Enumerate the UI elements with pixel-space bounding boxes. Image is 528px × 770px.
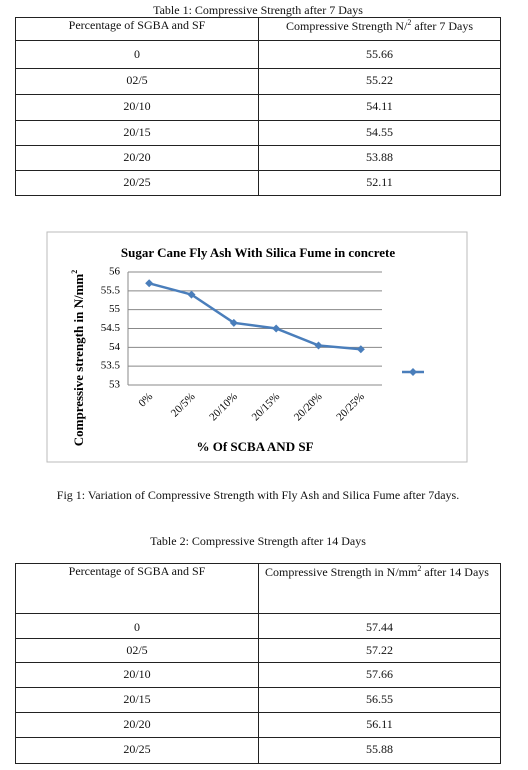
cell: 55.22 [258, 68, 501, 95]
cell-text: 20/25 [123, 742, 151, 756]
y-tick-label: 55 [109, 303, 121, 315]
data-point [145, 279, 154, 288]
header-text: 2 [407, 18, 412, 27]
header-row: Percentage of SGBA and SF Compressive Str… [15, 17, 501, 41]
row: 20/15 54.55 [15, 120, 501, 146]
row: 20/25 55.88 [15, 737, 501, 764]
cell-text: 57.22 [366, 643, 393, 657]
y-tick-label: 56 [109, 266, 121, 278]
data-point [272, 324, 281, 333]
header-text: 2 [417, 564, 422, 573]
cell-text: 55.66 [366, 47, 393, 61]
cell-text: 57.44 [366, 620, 393, 634]
cell: 20/25 [15, 737, 259, 764]
cell: 20/20 [15, 712, 259, 738]
cell-text: 0 [134, 620, 140, 634]
header-text: after 7 Days [411, 19, 473, 33]
cell: 54.55 [258, 120, 501, 146]
cell: 02/5 [15, 68, 259, 95]
cell: 0 [15, 613, 259, 639]
cell-text: 0 [134, 47, 140, 61]
y-axis-label: Compressive strength in N/mm2 [70, 270, 86, 447]
row: 20/15 56.55 [15, 687, 501, 713]
header-text: Percentage of SGBA and SF [68, 18, 206, 32]
chart: Sugar Cane Fly Ash With Silica Fume in c… [46, 231, 468, 463]
header-cell: Compressive Strength in N/mm2 after 14 D… [258, 563, 501, 614]
cell: 56.11 [258, 712, 501, 738]
row: 0 57.44 [15, 613, 501, 639]
table-caption: Table 2: Compressive Strength after 14 D… [150, 534, 366, 548]
y-tick-label: 54 [109, 341, 121, 353]
figure-caption: Fig 1: Variation of Compressive Strength… [56, 488, 460, 502]
legend-marker [409, 368, 417, 376]
cell: 57.66 [258, 662, 501, 688]
y-label-sup: 2 [70, 270, 79, 274]
cell-text: 55.22 [366, 73, 393, 87]
data-point [187, 290, 196, 299]
table: Percentage of SGBA and SF Compressive Str… [15, 17, 501, 196]
cell-text: 56.11 [366, 717, 393, 731]
cell-text: 20/10 [123, 667, 151, 681]
row: 20/25 52.11 [15, 170, 501, 196]
cell-text: 20/15 [123, 692, 151, 706]
header-cell: Compressive Strength N/2 after 7 Days [258, 17, 501, 41]
data-point [229, 318, 238, 327]
cell-text: 56.55 [366, 692, 393, 706]
header-cell: Percentage of SGBA and SF [15, 17, 259, 41]
cell-text: 02/5 [126, 643, 148, 657]
row: 20/10 57.66 [15, 662, 501, 688]
cell-text: 20/10 [123, 99, 151, 113]
cell: 20/25 [15, 170, 259, 196]
cell-text: 20/20 [123, 150, 151, 164]
y-tick-label: 53.5 [101, 360, 121, 372]
header-text: after 14 Days [421, 565, 489, 579]
chart-title: Sugar Cane Fly Ash With Silica Fume in c… [121, 245, 395, 260]
cell-text: 55.88 [366, 742, 393, 756]
series-line [148, 282, 361, 351]
header-row: Percentage of SGBA and SF Compressive Str… [15, 563, 501, 614]
row: 20/20 56.11 [15, 712, 501, 738]
header-text: Compressive Strength N/ [286, 19, 408, 33]
y-tick-label: 55.5 [101, 284, 121, 296]
header-text: Compressive Strength in N/mm [265, 565, 418, 579]
header-cell: Percentage of SGBA and SF [15, 563, 259, 614]
cell: 56.55 [258, 687, 501, 713]
y-tick-label: 53 [109, 379, 121, 391]
table: Percentage of SGBA and SF Compressive Str… [15, 563, 501, 764]
y-tick-label: 54.5 [101, 322, 121, 334]
cell-text: 53.88 [366, 150, 393, 164]
cell: 20/15 [15, 687, 259, 713]
cell-text: 20/25 [123, 175, 151, 189]
cell-text: 02/5 [126, 73, 148, 87]
cell: 20/15 [15, 120, 259, 146]
row: 02/5 57.22 [15, 638, 501, 663]
cell: 57.44 [258, 613, 501, 639]
cell: 02/5 [15, 638, 259, 663]
cell-text: 52.11 [366, 175, 393, 189]
table-caption: Table 1: Compressive Strength after 7 Da… [153, 3, 363, 17]
header-text: Percentage of SGBA and SF [68, 564, 206, 578]
x-axis-label: % Of SCBA AND SF [196, 439, 313, 454]
cell-text: 57.66 [366, 667, 393, 681]
data-point [314, 341, 323, 350]
row: 20/10 54.11 [15, 94, 501, 121]
row: 20/20 53.88 [15, 145, 501, 171]
cell: 55.88 [258, 737, 501, 764]
cell-text: 54.11 [366, 99, 393, 113]
row: 02/5 55.22 [15, 68, 501, 95]
cell: 52.11 [258, 170, 501, 196]
cell: 57.22 [258, 638, 501, 663]
cell-text: 20/15 [123, 125, 151, 139]
cell-text: 20/20 [123, 717, 151, 731]
cell-text: 54.55 [366, 125, 393, 139]
cell: 20/10 [15, 662, 259, 688]
y-label-text: Compressive strength in N/mm [71, 274, 86, 447]
data-point [356, 345, 365, 354]
